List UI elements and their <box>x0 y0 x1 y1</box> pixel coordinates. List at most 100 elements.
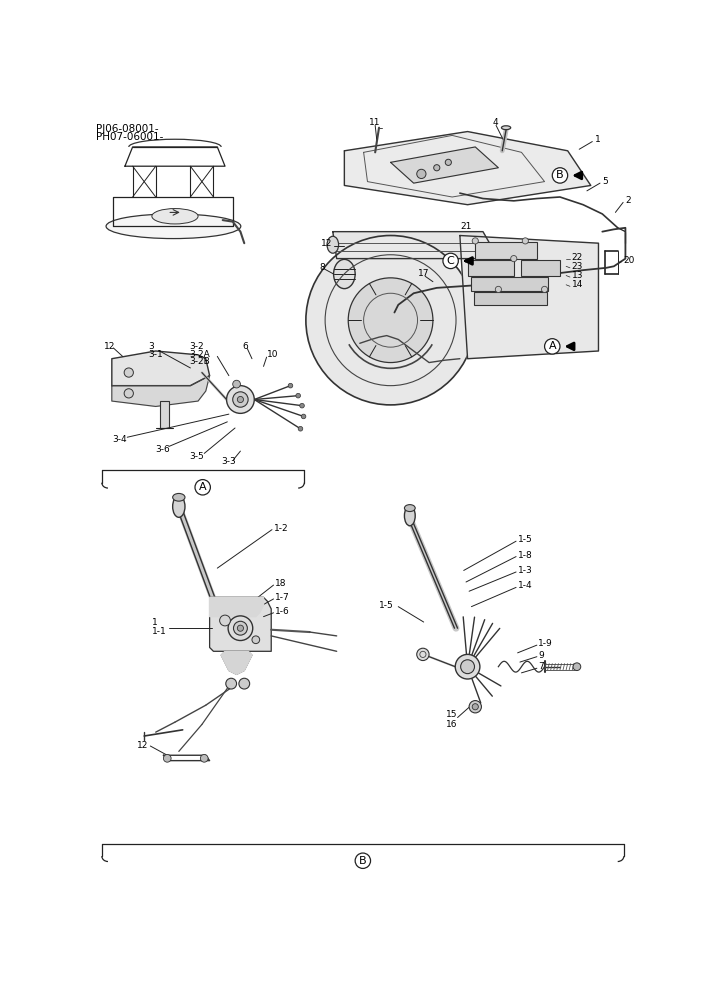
Text: 16: 16 <box>446 720 457 729</box>
Circle shape <box>443 253 458 269</box>
Circle shape <box>124 389 133 398</box>
Circle shape <box>233 392 248 407</box>
Ellipse shape <box>404 506 415 526</box>
Text: B: B <box>359 856 367 866</box>
Text: 1-1: 1-1 <box>152 627 166 636</box>
Text: 1-5: 1-5 <box>518 535 532 544</box>
Circle shape <box>523 238 528 244</box>
Text: 1-2: 1-2 <box>273 524 288 533</box>
Circle shape <box>200 754 208 762</box>
Bar <box>467 260 514 276</box>
Bar <box>474 292 547 305</box>
Ellipse shape <box>173 493 185 501</box>
Polygon shape <box>460 235 598 359</box>
Circle shape <box>301 414 306 419</box>
Text: 10: 10 <box>268 350 279 359</box>
Text: 7: 7 <box>538 662 544 671</box>
Text: 1-6: 1-6 <box>275 607 290 616</box>
Text: 3-3: 3-3 <box>221 457 236 466</box>
Text: PJ06-08001-: PJ06-08001- <box>96 124 159 134</box>
Text: 1: 1 <box>595 135 600 144</box>
Circle shape <box>472 238 479 244</box>
Circle shape <box>237 396 244 403</box>
Circle shape <box>417 648 429 661</box>
Circle shape <box>228 616 253 641</box>
Text: 1-7: 1-7 <box>275 593 290 602</box>
Text: 1: 1 <box>152 618 158 627</box>
Circle shape <box>234 621 247 635</box>
Circle shape <box>219 615 230 626</box>
Circle shape <box>461 660 474 674</box>
Text: 4: 4 <box>493 118 498 127</box>
Circle shape <box>226 678 236 689</box>
Text: 23: 23 <box>571 262 583 271</box>
Ellipse shape <box>501 126 510 130</box>
Bar <box>475 242 537 259</box>
Circle shape <box>510 256 517 262</box>
Polygon shape <box>333 232 498 259</box>
Text: PH07-06001-: PH07-06001- <box>96 132 164 142</box>
Circle shape <box>298 426 303 431</box>
Text: 12: 12 <box>104 342 115 351</box>
Bar <box>522 260 560 276</box>
Text: 3-4: 3-4 <box>112 435 127 444</box>
Text: 1-8: 1-8 <box>518 551 532 560</box>
Circle shape <box>227 386 254 413</box>
Text: 14: 14 <box>571 280 583 289</box>
Circle shape <box>355 853 370 868</box>
Text: 18: 18 <box>275 579 287 588</box>
Text: B: B <box>556 170 564 180</box>
Text: 6: 6 <box>243 342 249 351</box>
Text: 12: 12 <box>137 741 148 750</box>
Text: 15: 15 <box>446 710 457 719</box>
Circle shape <box>299 403 304 408</box>
Circle shape <box>544 339 560 354</box>
Circle shape <box>573 663 581 671</box>
Polygon shape <box>210 597 271 651</box>
Text: 21: 21 <box>460 222 472 231</box>
Circle shape <box>469 701 481 713</box>
Text: 22: 22 <box>571 253 583 262</box>
Text: 3-6: 3-6 <box>156 445 171 454</box>
Circle shape <box>472 704 479 710</box>
Circle shape <box>434 165 440 171</box>
Text: 3: 3 <box>148 342 154 351</box>
Text: 2: 2 <box>625 196 631 205</box>
Circle shape <box>496 286 501 292</box>
Text: 1-9: 1-9 <box>538 639 553 648</box>
Text: A: A <box>549 341 556 351</box>
Circle shape <box>552 168 568 183</box>
Text: C: C <box>447 256 455 266</box>
Bar <box>159 401 169 428</box>
Circle shape <box>417 169 426 179</box>
Polygon shape <box>112 351 210 386</box>
Ellipse shape <box>327 236 338 253</box>
Text: 3-5: 3-5 <box>189 452 204 461</box>
Circle shape <box>195 480 210 495</box>
Text: 13: 13 <box>571 271 583 280</box>
Circle shape <box>445 159 452 165</box>
Ellipse shape <box>333 259 355 289</box>
Circle shape <box>306 235 475 405</box>
Bar <box>472 277 549 291</box>
Text: 3-2: 3-2 <box>189 342 203 351</box>
Circle shape <box>288 383 293 388</box>
Text: 3-1: 3-1 <box>148 350 163 359</box>
Circle shape <box>296 393 300 398</box>
Circle shape <box>348 278 433 363</box>
Text: 5: 5 <box>603 177 608 186</box>
Text: 12: 12 <box>321 239 333 248</box>
Circle shape <box>233 380 241 388</box>
Circle shape <box>542 286 548 292</box>
Text: 8: 8 <box>319 263 325 272</box>
Ellipse shape <box>152 209 198 224</box>
Text: A: A <box>199 482 207 492</box>
Circle shape <box>455 654 480 679</box>
Circle shape <box>124 368 133 377</box>
Circle shape <box>164 754 171 762</box>
Text: 20: 20 <box>623 256 634 265</box>
Circle shape <box>252 636 260 644</box>
Polygon shape <box>112 376 210 406</box>
Polygon shape <box>210 597 263 617</box>
Text: 17: 17 <box>418 269 429 278</box>
